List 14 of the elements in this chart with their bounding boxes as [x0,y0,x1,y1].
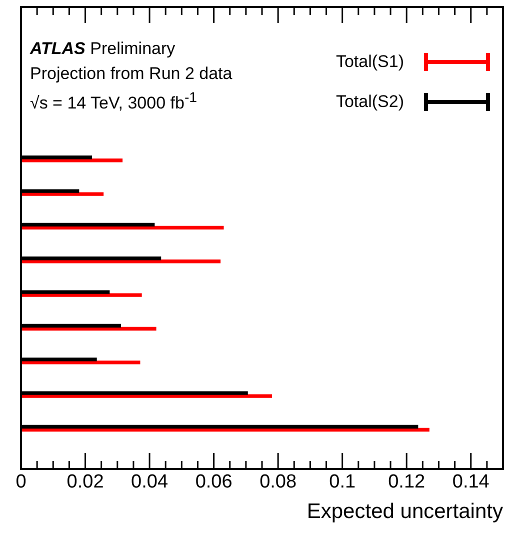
x-axis-title: Expected uncertainty [306,500,504,524]
text: √s = 14 TeV, 3000 fb$^{-1}$ [30,89,198,115]
x-tick-label: 0.06 [195,472,232,493]
legend-label: Total(S2) [336,92,404,112]
text: Projection from Run 2 data [30,63,232,85]
x-tick-label: 0.04 [131,472,168,493]
text: ATLAS Preliminary [30,38,176,60]
x-tick-label: 0.1 [329,472,356,493]
x-tick-label: 0.02 [66,472,104,493]
x-tick-label: 0.12 [388,472,426,493]
x-tick-label: 0 [16,472,26,493]
legend-label: Total(S1) [336,52,404,72]
x-tick-label: 0.08 [260,472,297,493]
x-tick-label: 0.14 [452,472,490,493]
